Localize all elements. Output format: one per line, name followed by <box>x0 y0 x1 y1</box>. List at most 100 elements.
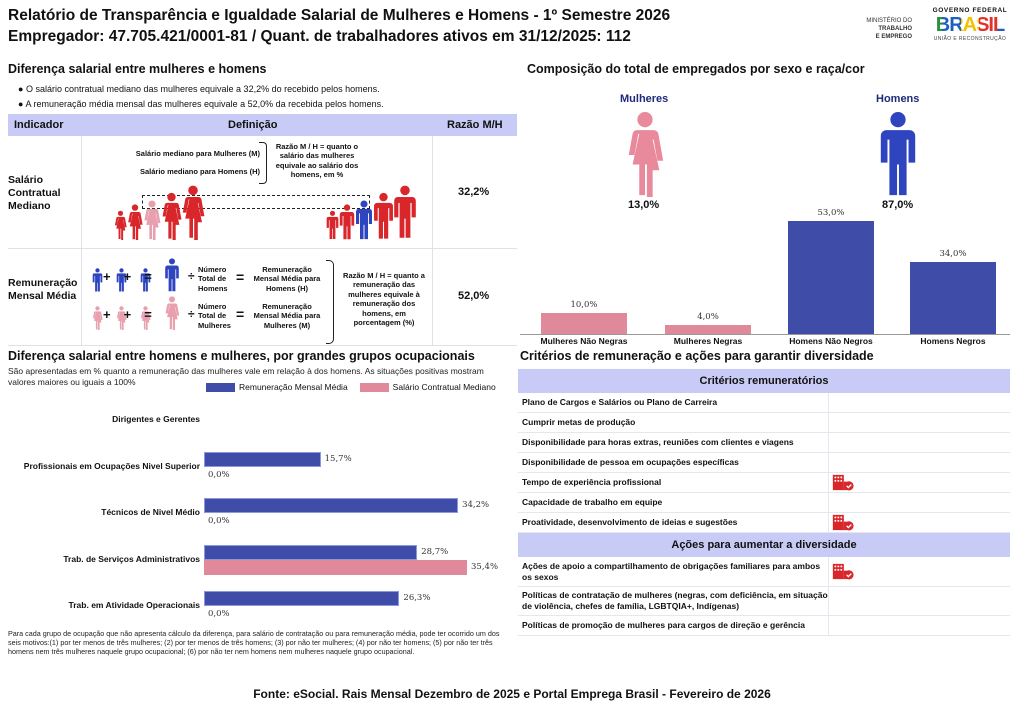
median-ratio-note: Razão M / H = quanto o salário das mulhe… <box>275 142 359 180</box>
legend-swatch-blue <box>206 382 235 392</box>
criteria-label: Disponibilidade para horas extras, reuni… <box>522 437 794 448</box>
criteria-row: Ações de apoio a compartilhamento de obr… <box>518 557 1010 587</box>
bar-median-salary <box>204 560 468 575</box>
bar-value-label: 0,0% <box>208 516 230 526</box>
criteria-label: Proatividade, desenvolvimento de ideias … <box>522 517 738 528</box>
average-ratio-value: 52,0% <box>458 290 490 302</box>
gap-heading: Diferença salarial entre mulheres e home… <box>8 62 267 76</box>
chart-legend: Remuneração Mensal Média Salário Contrat… <box>206 382 496 392</box>
criteria-row: Plano de Cargos e Salários ou Plano de C… <box>518 393 1010 413</box>
bar-value-label: 35,4% <box>471 562 499 572</box>
header-definition: Definição <box>228 119 278 131</box>
criteria-row: Proatividade, desenvolvimento de ideias … <box>518 513 1010 533</box>
median-women-line: Salário mediano para Mulheres (M) <box>135 149 260 158</box>
gap-bullet: ● A remuneração média mensal das mulhere… <box>18 99 384 109</box>
criteria-mark-cell <box>828 473 1010 492</box>
gap-table-header: Indicador Definição Razão M/H <box>8 114 517 136</box>
occupational-bar-chart: Dirigentes e Gerentes Profissionais em Oc… <box>0 0 520 640</box>
composition-bar <box>910 261 996 334</box>
divider <box>81 136 82 346</box>
building-check-icon <box>832 563 854 580</box>
bar-average-pay <box>204 545 418 560</box>
category-label: Mulheres Negras <box>673 336 743 346</box>
median-definition: Salário mediano para Mulheres (M) Salári… <box>120 145 260 181</box>
bar-value-label: 0,0% <box>208 609 230 619</box>
equals-operator: = <box>236 269 245 285</box>
gap-table: Indicador Definição Razão M/H Salário Co… <box>8 114 517 346</box>
brace-icon <box>259 142 267 184</box>
header-indicator: Indicador <box>14 119 64 131</box>
ministry-logo: MINISTÉRIO DO TRABALHO E EMPREGO <box>846 17 912 41</box>
bar-value-label: 26,3% <box>403 593 431 603</box>
ministry-logo-line: E EMPREGO <box>875 34 912 41</box>
women-average-label: Remuneração Mensal Média para Mulheres (… <box>253 302 321 330</box>
composition-bar <box>665 325 751 334</box>
legend-label: Salário Contratual Mediano <box>392 382 496 392</box>
median-ratio-value: 32,2% <box>458 186 490 198</box>
criteria-label: Plano de Cargos e Salários ou Plano de C… <box>522 397 718 408</box>
criteria-section-header: Critérios remuneratórios <box>518 369 1010 393</box>
divider <box>432 136 433 346</box>
men-label: Homens <box>876 93 920 105</box>
criteria-label: Políticas de contratação de mulheres (ne… <box>522 590 828 611</box>
bar-value-label: 0,0% <box>208 470 230 480</box>
category-label: Dirigentes e Gerentes <box>112 414 200 424</box>
criteria-row: Disponibilidade de pessoa em ocupações e… <box>518 453 1010 473</box>
employer-info: Empregador: 47.705.421/0001-81 / Quant. … <box>8 28 631 45</box>
criteria-mark-cell <box>828 493 1010 512</box>
gap-bullet: ● O salário contratual mediano das mulhe… <box>18 84 380 94</box>
legend-label: Remuneração Mensal Média <box>239 382 348 392</box>
divide-operator: ÷ <box>188 307 195 321</box>
median-dashed-box <box>142 195 370 209</box>
median-men-line: Salário mediano para Homens (H) <box>139 167 260 176</box>
category-label: Mulheres Não Negras <box>540 336 628 346</box>
category-label: Trab. de Serviços Administrativos <box>63 554 200 564</box>
bar-average-pay <box>204 498 459 513</box>
equals-operator: = <box>236 306 245 322</box>
report-title: Relatório de Transparência e Igualdade S… <box>8 7 671 24</box>
criteria-row: Cumprir metas de produção <box>518 413 1010 433</box>
criteria-mark-cell <box>828 587 1010 615</box>
men-operators: ++= <box>103 269 165 284</box>
indicator-median-salary: Salário Contratual Mediano <box>8 174 61 212</box>
category-label: Técnicos de Nivel Médio <box>101 507 200 517</box>
source-footer: Fonte: eSocial. Rais Mensal Dezembro de … <box>253 687 771 701</box>
criteria-label: Políticas de promoção de mulheres para c… <box>522 620 805 631</box>
criteria-mark-cell <box>828 433 1010 452</box>
category-label: Homens Não Negros <box>789 336 873 346</box>
bar-value-label: 34,2% <box>462 500 490 510</box>
bar-value-label: 34,0% <box>939 248 967 259</box>
divider <box>8 345 517 346</box>
criteria-label: Cumprir metas de produção <box>522 417 636 428</box>
criteria-mark-cell <box>828 413 1010 432</box>
bar-value-label: 10,0% <box>570 299 598 310</box>
category-label: Profissionais em Ocupações Nivel Superio… <box>23 461 200 471</box>
criteria-mark-cell <box>828 513 1010 532</box>
criteria-row: Capacidade de trabalho em equipe <box>518 493 1010 513</box>
bar-value-label: 28,7% <box>421 547 449 557</box>
building-check-icon <box>832 514 854 531</box>
composition-bar <box>541 312 627 334</box>
occupational-heading: Diferença salarial entre homens e mulher… <box>8 349 475 363</box>
legend-swatch-pink <box>359 382 389 392</box>
ministry-logo-line: MINISTÉRIO DO <box>866 18 912 24</box>
occupational-description: São apresentadas em % quanto a remuneraç… <box>8 366 484 387</box>
average-ratio-note: Razão M / H = quanto a remuneração das m… <box>343 271 425 327</box>
composition-bar-chart: 10,0% Mulheres Não Negras 4,0% Mulheres Neg… <box>520 208 1010 346</box>
bar-average-pay <box>204 452 321 467</box>
composition-bar <box>788 221 874 334</box>
criteria-row: Tempo de experiência profissional <box>518 473 1010 493</box>
divider <box>8 248 517 249</box>
men-percent: 87,0% <box>882 199 914 211</box>
women-count-label: Número Total de Mulheres <box>198 302 231 330</box>
criteria-row: Políticas de promoção de mulheres para c… <box>518 616 1010 636</box>
criteria-mark-cell <box>828 393 1010 412</box>
header-ratio: Razão M/H <box>447 119 503 131</box>
indicator-average-pay: Remuneração Mensal Média <box>8 277 78 302</box>
bar-value-label: 15,7% <box>324 454 352 464</box>
women-operators: ++= <box>103 307 165 322</box>
gov-logo: GOVERNO FEDERAL BRASIL UNIÃO E RECONSTRU… <box>924 7 1016 42</box>
criteria-label: Capacidade de trabalho em equipe <box>522 497 663 508</box>
criteria-row: Políticas de contratação de mulheres (ne… <box>518 587 1010 616</box>
bar-value-label: 4,0% <box>697 312 719 323</box>
